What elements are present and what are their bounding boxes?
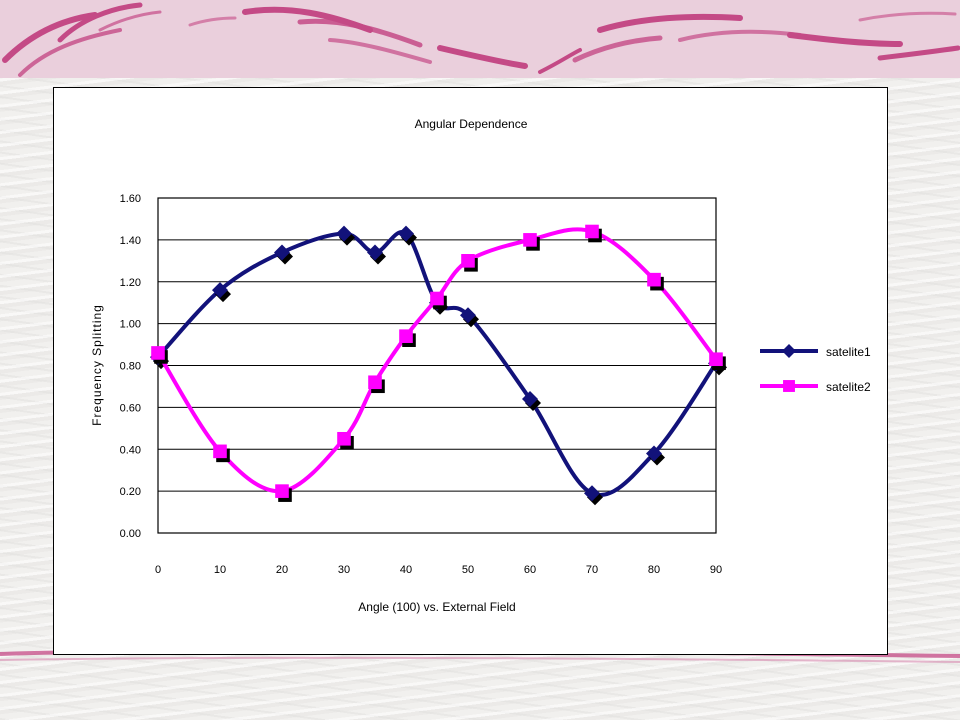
y-tick-label: 1.60 [120,193,141,205]
data-point [399,329,413,343]
series-line-satelite2 [156,227,718,494]
chart-svg: Angular Dependence 0.00 0.20 0.40 0.60 0.80 1… [90,117,871,614]
decorative-banner [0,0,960,78]
chart-title: Angular Dependence [415,117,528,131]
x-tick-label: 50 [462,564,474,576]
data-point [367,244,383,261]
data-point [337,431,351,446]
legend-label: satelite2 [826,380,871,394]
legend-marker [783,380,795,392]
data-point [274,244,290,261]
banner-swirls [2,2,960,77]
data-point [709,352,723,367]
data-point [647,272,661,287]
x-tick-label: 20 [276,564,288,576]
x-tick-label: 30 [338,564,350,576]
y-tick-label: 1.00 [120,319,141,331]
data-point [398,225,414,242]
x-tick-label: 70 [586,564,598,576]
series-satelite2 [151,224,726,502]
x-tick-label: 0 [155,564,161,576]
data-point [275,484,289,498]
data-point [522,391,538,407]
y-tick-label: 0.00 [120,528,141,540]
legend-marker [782,344,796,358]
x-tick-label: 80 [648,564,660,576]
y-tick-label: 0.40 [120,444,141,456]
data-point [212,282,228,299]
x-axis-ticks: 0 10 20 30 40 50 60 70 80 90 [155,564,722,576]
chart-legend: satelite1 satelite2 [760,344,871,394]
data-point [336,225,352,242]
y-tick-label: 0.60 [120,402,141,414]
y-tick-label: 0.20 [120,486,141,498]
legend-item: satelite1 [760,344,871,359]
y-axis-ticks: 0.00 0.20 0.40 0.60 0.80 1.00 1.20 1.40 1.60 [120,193,141,540]
x-tick-label: 60 [524,564,536,576]
data-point [368,375,382,390]
data-point [646,445,662,462]
data-point [523,233,537,247]
chart-area: Angular Dependence 0.00 0.20 0.40 0.60 0.80 1… [53,87,888,655]
legend-label: satelite1 [826,345,871,359]
data-point [584,485,600,502]
x-tick-label: 10 [214,564,226,576]
y-tick-label: 0.80 [120,361,141,373]
x-tick-label: 40 [400,564,412,576]
data-point [460,307,476,324]
y-axis-label: Frequency Splitting [90,304,104,426]
chart-series [150,224,727,506]
chart-gridlines [158,239,716,492]
y-tick-label: 1.20 [120,277,141,289]
x-axis-label: Angle (100) vs. External Field [358,600,515,614]
data-point [585,224,599,239]
data-point [213,444,227,459]
data-point [151,346,165,360]
x-tick-label: 90 [710,564,722,576]
data-point [461,254,475,268]
data-point [430,291,444,306]
series-line-satelite1 [156,230,718,497]
y-tick-label: 1.40 [120,235,141,247]
legend-item: satelite2 [760,380,871,394]
